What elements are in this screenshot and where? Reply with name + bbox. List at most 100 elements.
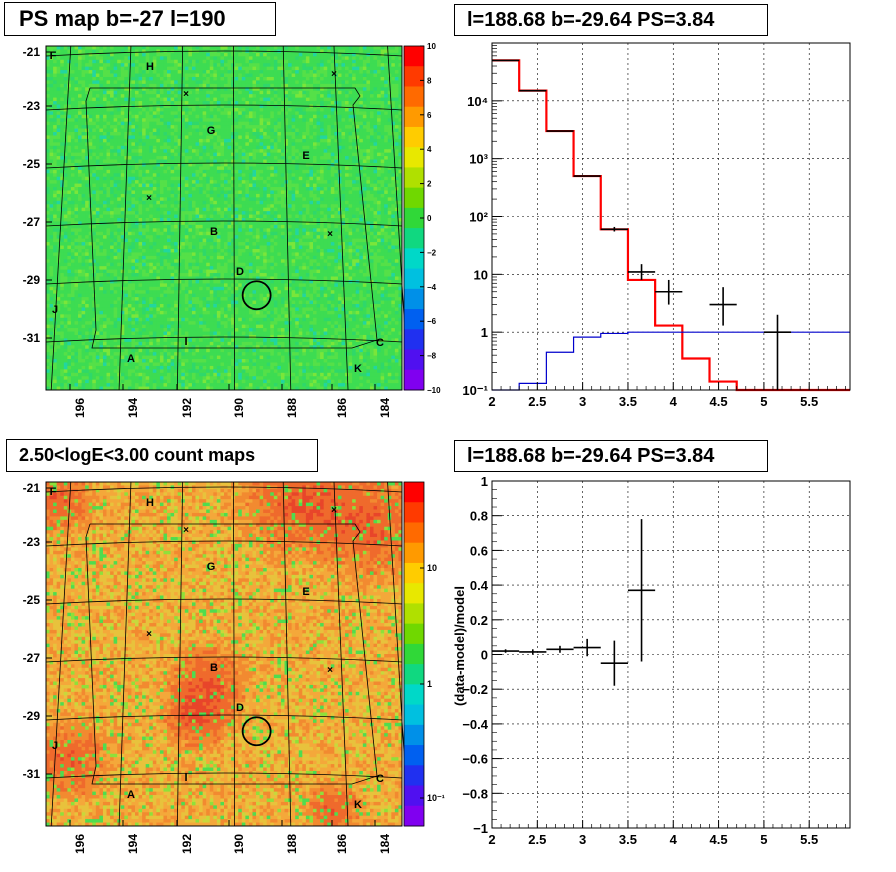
colorbar-tick-label: 10⁻¹ — [427, 793, 445, 803]
x-tick-label: 188 — [285, 834, 299, 854]
y-tick-label: -25 — [23, 593, 41, 607]
x-tick-label: 186 — [335, 834, 349, 854]
marker-label-i: I — [184, 336, 187, 348]
x-tick-label: 4.5 — [710, 394, 728, 409]
marker-label-i: I — [184, 772, 187, 784]
marker-label-h: H — [146, 61, 154, 73]
source-circle — [241, 716, 272, 747]
marker-label-f: F — [50, 486, 57, 498]
y-tick-label: 10⁴ — [467, 94, 488, 109]
colorbar-tick-label: −2 — [427, 248, 437, 257]
meridian-line — [50, 45, 72, 391]
y-tick-label: -23 — [23, 535, 41, 549]
x-tick-label: 188 — [285, 398, 299, 418]
model-total-line — [492, 59, 850, 392]
marker-label-g: G — [207, 561, 216, 573]
x-tick-label: 5 — [760, 832, 767, 847]
y-tick-label: 0 — [481, 648, 488, 663]
parallel-line — [45, 220, 403, 227]
marker-label-e: E — [302, 586, 309, 598]
x-tick-label: 196 — [73, 398, 87, 418]
colorbar-tick-label: −4 — [427, 283, 437, 292]
parallel-line — [45, 598, 403, 605]
parallel-line — [45, 540, 403, 547]
x-tick-label: 194 — [126, 398, 140, 418]
x-tick-label: 3.5 — [619, 832, 637, 847]
y-tick-label: 0.6 — [470, 543, 488, 558]
marker-label-b: B — [210, 226, 218, 238]
meridian-line — [176, 481, 184, 827]
parallel-line — [45, 714, 403, 721]
cross-marker: × — [146, 629, 152, 640]
meridian-line — [333, 45, 349, 391]
x-tick-label: 5.5 — [800, 394, 818, 409]
map-frame — [45, 45, 403, 391]
x-tick-label: 190 — [232, 398, 246, 418]
count-map-svg: F H G E B D J I C A K × × × × 196 194 192 190 188 186 184 -21 -… — [23, 481, 445, 854]
x-tick-label: 186 — [335, 398, 349, 418]
y-tick-label: −0.8 — [462, 786, 488, 801]
colorbar-tick-label: 8 — [427, 76, 432, 85]
ps-map-svg: F H G E B D J I C A K × × × × 196 194 192 190 188 186 184 -21 -… — [23, 42, 441, 418]
marker-label-e: E — [302, 150, 309, 162]
marker-label-c: C — [376, 773, 384, 785]
y-tick-label: -25 — [23, 157, 41, 171]
cross-marker: × — [327, 665, 333, 676]
source-circle — [241, 280, 272, 311]
y-tick-label: 1 — [481, 325, 488, 340]
colorbar-tick-label: 2 — [427, 180, 432, 189]
x-tick-label: 5 — [760, 394, 767, 409]
grid — [492, 481, 850, 828]
x-tick-label: 4 — [670, 832, 678, 847]
colorbar-tick-label: 6 — [427, 111, 432, 120]
x-tick-label: 4 — [670, 394, 678, 409]
y-tick-label: -31 — [23, 331, 41, 345]
spectrum-svg: 2 2.5 3 3.5 4 4.5 5 5.5 10⁻¹ 1 10 10² 10³ 10⁴ — [462, 42, 851, 409]
meridian-line — [50, 481, 72, 827]
marker-label-a: A — [127, 353, 135, 365]
colorbar-tick-label: −10 — [427, 386, 441, 395]
x-tick-label: 2.5 — [528, 394, 546, 409]
y-tick-label: 0.2 — [470, 613, 488, 628]
y-tick-label: -21 — [23, 45, 41, 59]
meridian-line — [176, 45, 184, 391]
x-tick-label: 2 — [488, 832, 495, 847]
marker-label-j: J — [52, 740, 58, 752]
marker-label-g: G — [207, 125, 216, 137]
y-axis-label: (data-model)/model — [452, 586, 467, 706]
y-tick-label: 1 — [481, 474, 488, 489]
x-tick-label: 3.5 — [619, 394, 637, 409]
ps-map-title: PS map b=-27 l=190 — [4, 2, 276, 36]
y-tick-label: 10⁻¹ — [462, 383, 488, 398]
marker-label-c: C — [376, 337, 384, 349]
marker-label-d: D — [236, 702, 244, 714]
y-tick-label: 10 — [474, 267, 488, 282]
x-tick-label: 184 — [378, 398, 392, 418]
x-tick-label: 196 — [73, 834, 87, 854]
colorbar-tick-label: −8 — [427, 352, 437, 361]
colorbar — [404, 46, 424, 391]
marker-label-k: K — [354, 799, 362, 811]
y-tick-label: -21 — [23, 481, 41, 495]
map-frame — [45, 481, 403, 827]
cross-marker: × — [183, 89, 189, 100]
region-outline — [85, 523, 378, 785]
meridian-line — [233, 45, 235, 391]
marker-label-k: K — [354, 363, 362, 375]
cross-marker: × — [183, 525, 189, 536]
parallel-line — [45, 162, 403, 169]
y-tick-label: 0.4 — [470, 578, 489, 593]
meridian-line — [118, 45, 132, 391]
marker-label-b: B — [210, 662, 218, 674]
x-tick-label: 5.5 — [800, 832, 818, 847]
y-tick-label: -29 — [23, 709, 41, 723]
y-tick-label: -23 — [23, 99, 41, 113]
marker-label-h: H — [146, 497, 154, 509]
x-tick-label: 194 — [126, 834, 140, 854]
y-tick-label: -31 — [23, 767, 41, 781]
parallel-line — [45, 104, 403, 111]
colorbar-tick-label: 10 — [427, 42, 436, 51]
marker-label-a: A — [127, 789, 135, 801]
residual-title: l=188.68 b=-29.64 PS=3.84 — [454, 440, 768, 472]
x-tick-label: 3 — [579, 832, 586, 847]
